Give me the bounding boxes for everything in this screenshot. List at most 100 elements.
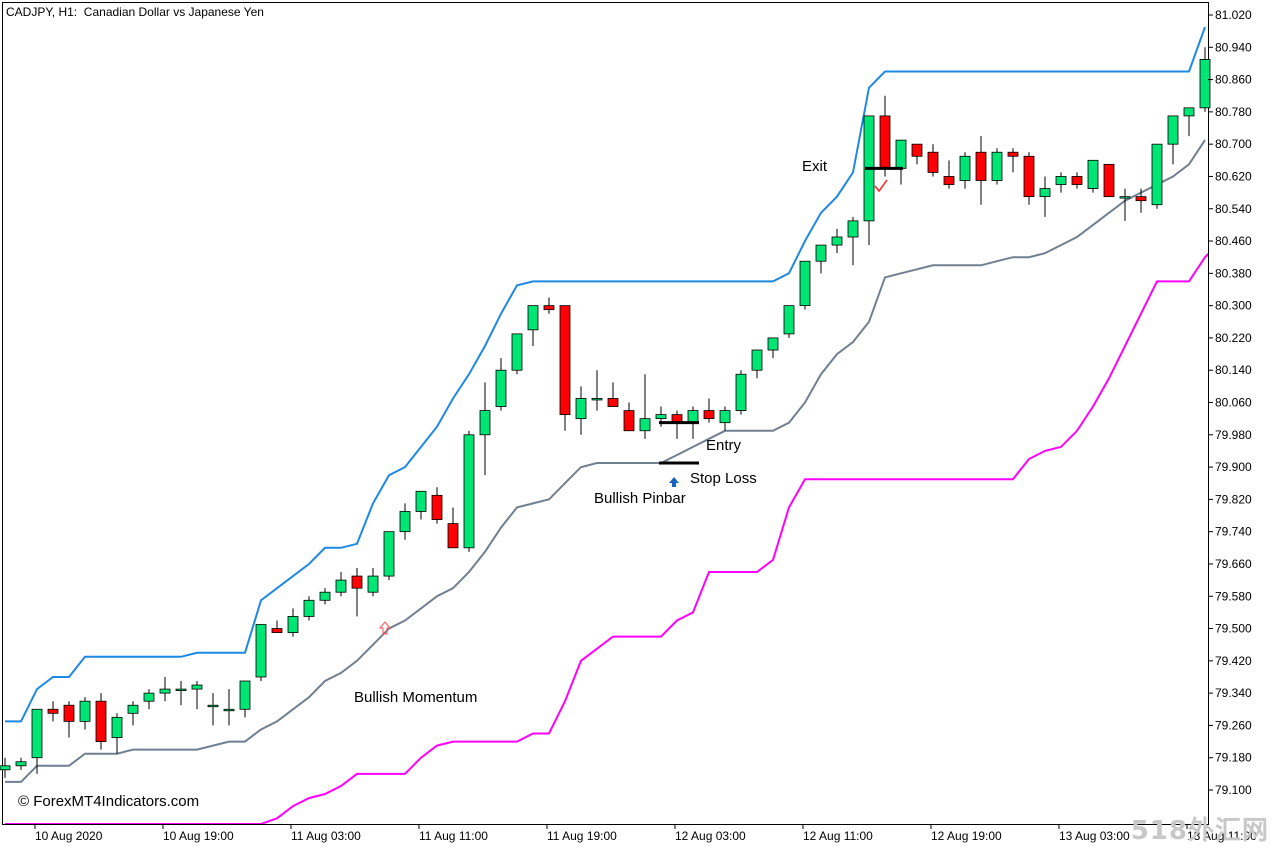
bear-candle-body bbox=[1103, 163, 1115, 198]
candle bbox=[911, 143, 923, 165]
bear-candle-body bbox=[351, 575, 363, 589]
price-tick-label: 79.260 bbox=[1215, 718, 1252, 732]
bull-candle-body bbox=[847, 220, 859, 238]
bull-candle-body bbox=[1119, 196, 1131, 199]
candle bbox=[591, 370, 603, 411]
candle bbox=[831, 228, 843, 254]
candle bbox=[143, 689, 155, 710]
candle bbox=[95, 693, 107, 750]
time-tick-label: 13 Aug 03:00 bbox=[1059, 829, 1130, 843]
candle bbox=[1183, 107, 1195, 137]
candle bbox=[79, 697, 91, 730]
time-tick-label: 10 Aug 19:00 bbox=[163, 829, 234, 843]
price-tick-label: 80.860 bbox=[1215, 73, 1252, 87]
candle bbox=[303, 596, 315, 621]
bear-candle-body bbox=[63, 704, 75, 722]
bear-candle-body bbox=[943, 176, 955, 185]
candle bbox=[959, 152, 971, 189]
middle-band-line bbox=[5, 139, 1206, 783]
bull-candle-body bbox=[735, 373, 747, 411]
bull-candle-body bbox=[15, 761, 27, 767]
candle bbox=[1135, 188, 1147, 213]
candle bbox=[703, 398, 715, 423]
candle bbox=[639, 374, 651, 439]
bull-candle-body bbox=[79, 700, 91, 722]
bull-candle-body bbox=[111, 716, 123, 738]
price-tick-label: 80.460 bbox=[1215, 234, 1252, 248]
bear-candle-body bbox=[879, 115, 891, 169]
bull-candle-body bbox=[895, 139, 907, 169]
bull-candle-body bbox=[367, 575, 379, 593]
candle bbox=[319, 588, 331, 605]
price-tick-label: 80.940 bbox=[1215, 40, 1252, 54]
bull-candle-body bbox=[767, 337, 779, 351]
candle bbox=[223, 689, 235, 726]
candle bbox=[271, 620, 283, 633]
time-tick-label: 11 Aug 03:00 bbox=[291, 829, 361, 843]
time-tick-label: 10 Aug 2020 bbox=[35, 829, 103, 843]
bear-candle-body bbox=[911, 143, 923, 157]
bull-candle-body bbox=[527, 305, 539, 331]
bear-candle-body bbox=[431, 494, 443, 520]
candle bbox=[767, 337, 779, 359]
candle bbox=[383, 531, 395, 581]
bear-candle-body bbox=[607, 398, 619, 407]
time-axis: 10 Aug 2020 10 Aug 19:00 11 Aug 03:00 11 Au… bbox=[34, 824, 1257, 843]
bear-candle-body bbox=[1135, 196, 1147, 202]
bull-candle-body bbox=[815, 244, 827, 262]
price-tick-label: 79.900 bbox=[1215, 460, 1252, 474]
bull-candle-body bbox=[831, 236, 843, 246]
candle bbox=[735, 370, 747, 415]
price-tick-label: 79.820 bbox=[1215, 492, 1252, 506]
bull-candle-body bbox=[687, 410, 699, 424]
price-tick-label: 79.980 bbox=[1215, 428, 1252, 442]
candle bbox=[847, 216, 859, 266]
price-tick-label: 81.020 bbox=[1215, 8, 1252, 22]
entry-label: Entry bbox=[706, 437, 742, 454]
candle bbox=[431, 487, 443, 524]
price-tick-label: 80.220 bbox=[1215, 331, 1252, 345]
candle bbox=[479, 382, 491, 476]
exit-label: Exit bbox=[802, 158, 828, 175]
bull-candle-body bbox=[479, 410, 491, 436]
candle bbox=[1023, 152, 1035, 205]
candle bbox=[1087, 159, 1099, 193]
stop-loss-label: Stop Loss bbox=[690, 470, 757, 487]
candle bbox=[1055, 172, 1067, 193]
candle bbox=[63, 701, 75, 738]
candle bbox=[495, 358, 507, 411]
bullish-momentum-label: Bullish Momentum bbox=[354, 689, 477, 706]
candle bbox=[991, 148, 1003, 185]
candle bbox=[1103, 163, 1115, 198]
bullish-pinbar-label: Bullish Pinbar bbox=[594, 490, 686, 507]
price-tick-label: 80.620 bbox=[1215, 169, 1252, 183]
candle bbox=[207, 693, 219, 726]
candle bbox=[719, 406, 731, 431]
bull-candle-body bbox=[1087, 159, 1099, 189]
bull-candle-body bbox=[255, 624, 267, 678]
bear-candle-body bbox=[1023, 155, 1035, 198]
candles-layer bbox=[0, 47, 1211, 778]
price-tick-label: 80.380 bbox=[1215, 266, 1252, 280]
candle bbox=[463, 430, 475, 552]
price-tick-label: 80.140 bbox=[1215, 363, 1252, 377]
time-tick-label: 11 Aug 11:00 bbox=[419, 829, 488, 843]
bull-candle-body bbox=[991, 151, 1003, 181]
bull-candle-body bbox=[1167, 115, 1179, 145]
bull-candle-body bbox=[399, 511, 411, 533]
price-tick-label: 79.500 bbox=[1215, 622, 1252, 636]
price-tick-label: 80.300 bbox=[1215, 299, 1252, 313]
bear-candle-body bbox=[975, 151, 987, 181]
annotation-labels: Exit Entry Stop Loss Bullish Pinbar Bull… bbox=[354, 158, 828, 706]
candle bbox=[47, 701, 59, 722]
bull-candle-body bbox=[159, 688, 171, 694]
price-tick-label: 79.660 bbox=[1215, 557, 1252, 571]
bull-candle-body bbox=[575, 398, 587, 420]
price-tick-label: 80.700 bbox=[1215, 137, 1252, 151]
bear-candle-body bbox=[1007, 151, 1019, 157]
candle bbox=[111, 713, 123, 754]
bear-candle-body bbox=[927, 151, 939, 173]
price-tick-label: 79.180 bbox=[1215, 751, 1252, 765]
price-axis: 81.020 80.940 80.860 80.780 80.700 80.620 80.5… bbox=[1208, 8, 1252, 797]
